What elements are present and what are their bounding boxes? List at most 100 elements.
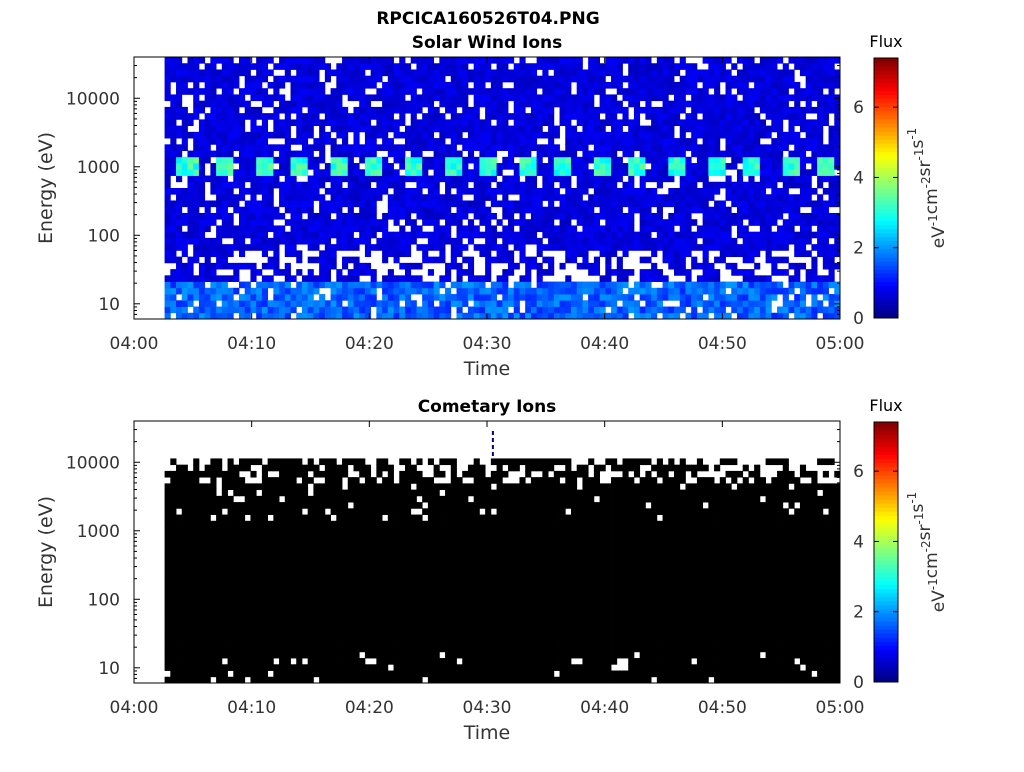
heatmap-cell: [262, 250, 268, 257]
heatmap-cell: [336, 94, 342, 101]
heatmap-cell: [165, 652, 171, 659]
heatmap-cell: [205, 157, 211, 164]
heatmap-cell: [245, 263, 251, 270]
heatmap-cell: [205, 496, 211, 503]
heatmap-cell: [588, 82, 594, 89]
heatmap-cell: [457, 200, 463, 207]
heatmap-cell: [605, 244, 611, 251]
heatmap-cell: [165, 527, 171, 534]
heatmap-cell: [651, 82, 657, 89]
heatmap-cell: [388, 275, 394, 282]
heatmap-cell: [657, 151, 663, 158]
heatmap-cell: [519, 144, 525, 151]
heatmap-cell: [651, 144, 657, 151]
heatmap-cell: [611, 313, 617, 320]
heatmap-cell: [737, 113, 743, 120]
heatmap-cell: [634, 163, 640, 170]
heatmap-cell: [468, 69, 474, 76]
heatmap-cell: [371, 207, 377, 214]
heatmap-cell: [537, 307, 543, 314]
heatmap-cell: [445, 176, 451, 183]
heatmap-cell: [250, 552, 256, 559]
heatmap-cell: [577, 119, 583, 126]
heatmap-cell: [296, 282, 302, 289]
heatmap-cell: [548, 144, 554, 151]
heatmap-cell: [588, 176, 594, 183]
heatmap-cell: [325, 94, 331, 101]
heatmap-cell: [325, 169, 331, 176]
heatmap-cell: [428, 101, 434, 108]
heatmap-cell: [743, 300, 749, 307]
heatmap-cell: [817, 169, 823, 176]
heatmap-cell: [680, 151, 686, 158]
heatmap-cell: [262, 621, 268, 628]
heatmap-cell: [674, 169, 680, 176]
heatmap-cell: [279, 238, 285, 245]
heatmap-cell: [182, 652, 188, 659]
heatmap-cell: [336, 269, 342, 276]
heatmap-cell: [210, 169, 216, 176]
heatmap-cell: [382, 257, 388, 264]
heatmap-cell: [525, 207, 531, 214]
heatmap-cell: [794, 250, 800, 257]
heatmap-cell: [777, 144, 783, 151]
heatmap-cell: [571, 300, 577, 307]
heatmap-cell: [165, 602, 171, 609]
heatmap-cell: [743, 269, 749, 276]
heatmap-cell: [600, 107, 606, 114]
heatmap-cell: [170, 163, 176, 170]
heatmap-cell: [485, 188, 491, 195]
heatmap-cell: [582, 250, 588, 257]
heatmap-cell: [285, 313, 291, 320]
heatmap-cell: [250, 169, 256, 176]
heatmap-cell: [216, 275, 222, 282]
heatmap-cell: [811, 126, 817, 133]
heatmap-cell: [279, 107, 285, 114]
heatmap-cell: [623, 144, 629, 151]
heatmap-cell: [794, 82, 800, 89]
heatmap-cell: [262, 126, 268, 133]
heatmap-cell: [291, 163, 297, 170]
heatmap-cell: [268, 101, 274, 108]
heatmap-cell: [485, 213, 491, 220]
heatmap-cell: [634, 119, 640, 126]
heatmap-cell: [829, 188, 835, 195]
heatmap-cell: [462, 169, 468, 176]
heatmap-cell: [519, 151, 525, 158]
heatmap-cell: [788, 176, 794, 183]
heatmap-cell: [239, 263, 245, 270]
heatmap-cell: [262, 225, 268, 232]
heatmap-cell: [176, 552, 182, 559]
heatmap-cell: [296, 101, 302, 108]
heatmap-cell: [519, 113, 525, 120]
heatmap-cell: [434, 188, 440, 195]
heatmap-cell: [519, 200, 525, 207]
heatmap-cell: [256, 288, 262, 295]
heatmap-cell: [485, 257, 491, 264]
heatmap-cell: [726, 282, 732, 289]
heatmap-cell: [485, 176, 491, 183]
heatmap-cell: [691, 294, 697, 301]
heatmap-cell: [457, 88, 463, 95]
heatmap-cell: [256, 107, 262, 114]
heatmap-cell: [273, 282, 279, 289]
heatmap-cell: [565, 294, 571, 301]
heatmap-cell: [514, 82, 520, 89]
heatmap-cell: [416, 169, 422, 176]
heatmap-cell: [359, 263, 365, 270]
heatmap-cell: [233, 527, 239, 534]
heatmap-cell: [245, 294, 251, 301]
heatmap-cell: [748, 282, 754, 289]
heatmap-cell: [565, 232, 571, 239]
heatmap-cell: [233, 614, 239, 621]
heatmap-cell: [445, 169, 451, 176]
heatmap-cell: [800, 238, 806, 245]
heatmap-cell: [222, 94, 228, 101]
heatmap-cell: [205, 671, 211, 678]
heatmap-cell: [245, 288, 251, 295]
heatmap-cell: [273, 571, 279, 578]
heatmap-cell: [262, 602, 268, 609]
heatmap-cell: [577, 82, 583, 89]
heatmap-cell: [382, 88, 388, 95]
heatmap-cell: [273, 540, 279, 547]
